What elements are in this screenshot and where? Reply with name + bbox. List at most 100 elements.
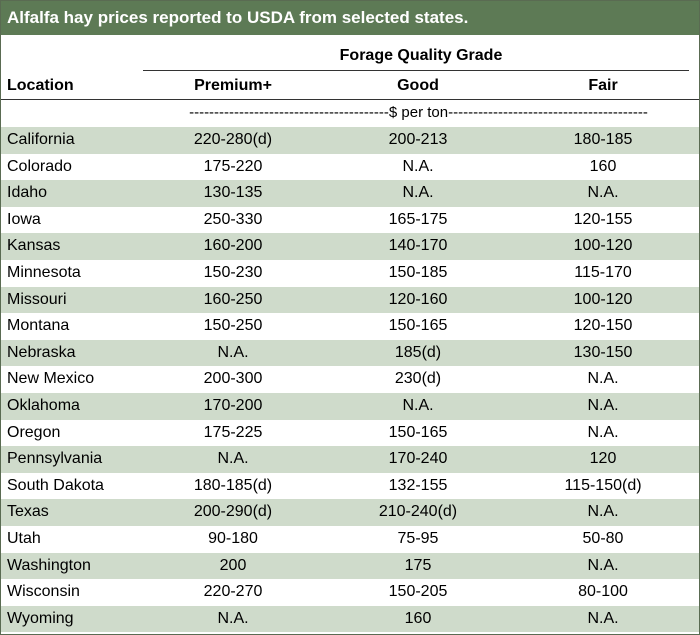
cell-location: Idaho	[7, 184, 48, 202]
cell-location: Texas	[7, 503, 49, 521]
cell-location: New Mexico	[7, 370, 95, 388]
table-row: Missouri 160-250 120-160 100-120	[1, 286, 699, 314]
table-row: Washington 200 175 N.A.	[1, 552, 699, 580]
cell-premium: 175-225	[203, 423, 263, 441]
cell-location: Oklahoma	[7, 396, 80, 414]
table-title: Alfalfa hay prices reported to USDA from…	[1, 1, 699, 35]
table-row: Iowa 250-330 165-175 120-155	[1, 206, 699, 234]
cell-premium: 160-200	[203, 237, 263, 255]
table-row: Nebraska N.A. 185(d) 130-150	[1, 339, 699, 367]
cell-premium: 200	[219, 556, 247, 574]
cell-good: 140-170	[388, 237, 448, 255]
cell-good: 200-213	[388, 131, 448, 148]
cell-premium: 220-280(d)	[193, 131, 273, 148]
cell-fair: N.A.	[587, 556, 619, 574]
cell-location: Kansas	[7, 237, 61, 255]
cell-fair: 120	[589, 450, 617, 468]
cell-good: 132-155	[388, 476, 448, 494]
cell-good: 150-165	[388, 423, 448, 441]
units-label: ----------------------------------------…	[189, 104, 648, 121]
cell-fair: 100-120	[573, 290, 633, 308]
cell-location: Wyoming	[7, 609, 74, 627]
group-header: Forage Quality Grade	[339, 47, 503, 64]
cell-premium: 160-250	[203, 290, 263, 308]
cell-location: Oregon	[7, 423, 61, 441]
table-row: California 220-280(d) 200-213 180-185	[1, 127, 699, 154]
cell-good: 150-165	[388, 317, 448, 335]
cell-premium: 175-220	[203, 157, 263, 175]
cell-fair: N.A.	[587, 503, 619, 521]
column-headers: Location Premium+ Good Fair	[1, 73, 699, 99]
column-header-fair: Fair	[588, 77, 618, 94]
cell-good: 230(d)	[394, 370, 442, 388]
cell-premium: 200-290(d)	[193, 503, 273, 521]
cell-good: 150-185	[388, 263, 448, 281]
cell-good: 150-205	[388, 583, 448, 601]
cell-premium: N.A.	[217, 609, 249, 627]
cell-good: N.A.	[402, 184, 434, 202]
cell-fair: 50-80	[582, 529, 624, 547]
table-row: New Mexico 200-300 230(d) N.A.	[1, 366, 699, 393]
cell-good: 75-95	[397, 529, 439, 547]
cell-premium: 220-270	[203, 583, 263, 601]
cell-location: Missouri	[7, 290, 67, 308]
header-rule	[1, 99, 699, 100]
cell-location: Nebraska	[7, 343, 76, 361]
cell-good: N.A.	[402, 157, 434, 175]
table-row: Utah 90-180 75-95 50-80	[1, 525, 699, 553]
cell-good: 175	[404, 556, 432, 574]
cell-fair: 130-150	[573, 343, 633, 361]
table-row: Pennsylvania N.A. 170-240 120	[1, 446, 699, 473]
cell-fair: 120-155	[573, 210, 633, 228]
table-row: South Dakota 180-185(d) 132-155 115-150(…	[1, 472, 699, 500]
cell-good: 165-175	[388, 210, 448, 228]
cell-fair: 180-185	[573, 131, 633, 148]
column-header-location: Location	[7, 77, 74, 94]
table-row: Idaho 130-135 N.A. N.A.	[1, 180, 699, 207]
cell-location: Minnesota	[7, 263, 81, 281]
group-header-rule	[143, 70, 689, 71]
cell-premium: 200-300	[203, 370, 263, 388]
cell-fair: N.A.	[587, 184, 619, 202]
cell-fair: 80-100	[578, 583, 628, 601]
cell-location: Colorado	[7, 157, 72, 175]
cell-premium: 150-250	[203, 317, 263, 335]
cell-fair: 100-120	[573, 237, 633, 255]
cell-location: Wisconsin	[7, 583, 80, 601]
table-row: Wyoming N.A. 160 N.A.	[1, 605, 699, 633]
table-row: Colorado 175-220 N.A. 160	[1, 153, 699, 181]
cell-premium: N.A.	[217, 343, 249, 361]
cell-fair: N.A.	[587, 609, 619, 627]
cell-location: California	[7, 131, 75, 148]
cell-premium: 150-230	[203, 263, 263, 281]
cell-premium: N.A.	[217, 450, 249, 468]
cell-good: 210-240(d)	[378, 503, 458, 521]
cell-fair: 115-170	[574, 263, 632, 281]
cell-premium: 90-180	[208, 529, 258, 547]
cell-fair: 120-150	[573, 317, 633, 335]
cell-premium: 180-185(d)	[193, 476, 273, 494]
cell-fair: 115-150(d)	[564, 476, 642, 494]
cell-location: Pennsylvania	[7, 450, 103, 468]
cell-location: Utah	[7, 529, 41, 547]
table-row: Oregon 175-225 150-165 N.A.	[1, 419, 699, 447]
cell-good: 185(d)	[394, 343, 442, 361]
table-row: Texas 200-290(d) 210-240(d) N.A.	[1, 499, 699, 526]
table-body: California 220-280(d) 200-213 180-185 Co…	[1, 127, 699, 633]
cell-location: Iowa	[7, 210, 41, 228]
table-row: Montana 150-250 150-165 120-150	[1, 313, 699, 340]
cell-fair: N.A.	[587, 396, 619, 414]
cell-location: South Dakota	[7, 476, 104, 494]
column-header-good: Good	[397, 77, 439, 94]
cell-premium: 170-200	[203, 396, 263, 414]
cell-premium: 130-135	[203, 184, 263, 202]
cell-good: 160	[404, 609, 432, 627]
column-header-premium: Premium+	[194, 77, 272, 94]
cell-location: Washington	[7, 556, 91, 574]
cell-good: 120-160	[388, 290, 448, 308]
cell-fair: N.A.	[587, 370, 619, 388]
cell-good: N.A.	[402, 396, 434, 414]
cell-premium: 250-330	[203, 210, 263, 228]
table-row: Wisconsin 220-270 150-205 80-100	[1, 579, 699, 606]
